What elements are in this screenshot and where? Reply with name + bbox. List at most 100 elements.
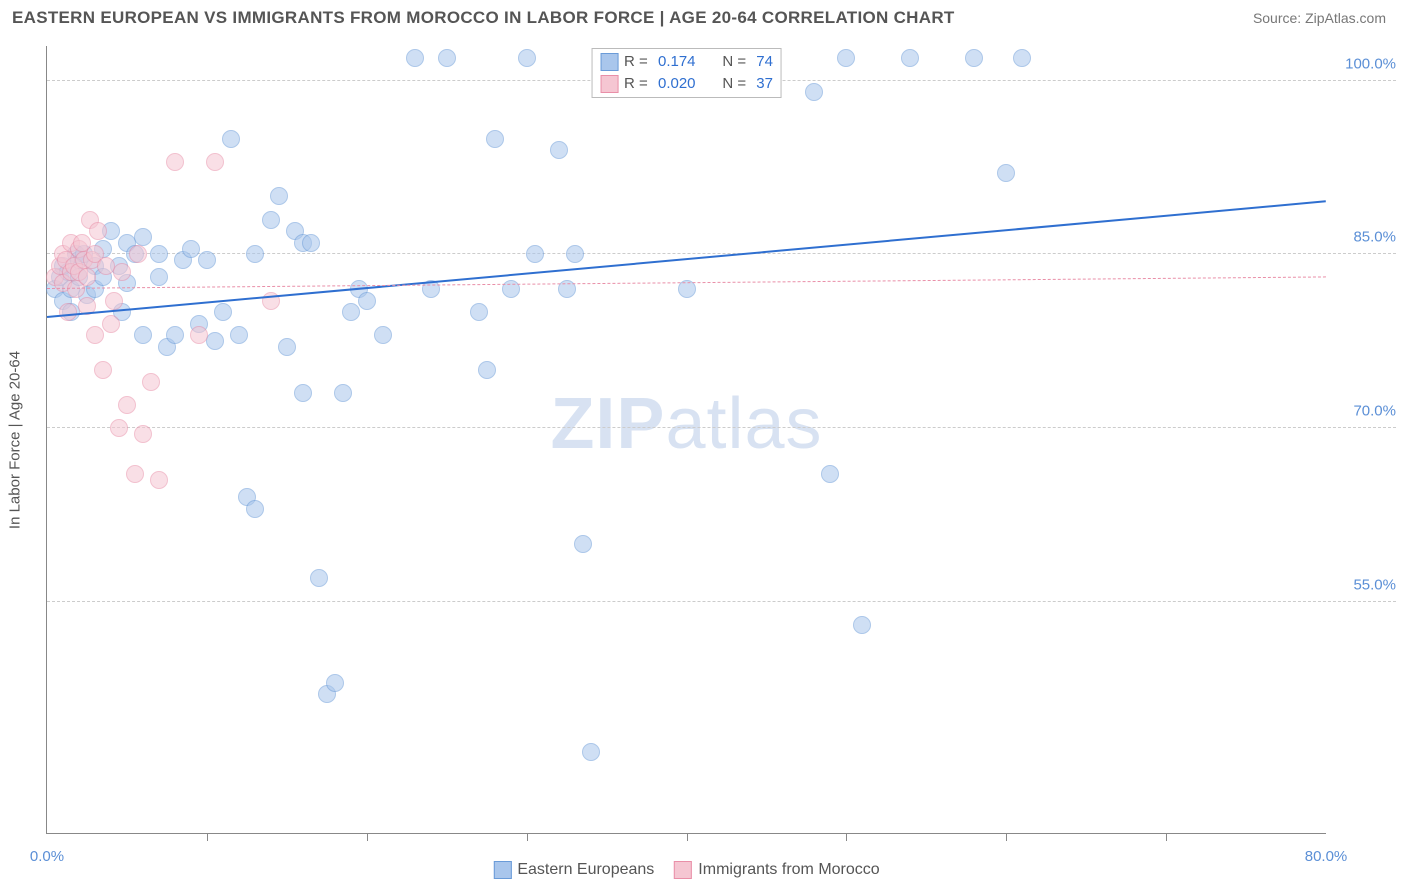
x-tick [367, 833, 368, 841]
data-point [821, 465, 839, 483]
data-point [901, 49, 919, 67]
data-point [94, 361, 112, 379]
trend-line [47, 200, 1326, 318]
data-point [438, 49, 456, 67]
data-point [302, 234, 320, 252]
data-point [89, 222, 107, 240]
data-point [214, 303, 232, 321]
data-point [294, 384, 312, 402]
y-tick-label: 70.0% [1336, 402, 1396, 419]
data-point [129, 245, 147, 263]
data-point [150, 268, 168, 286]
x-tick [1006, 833, 1007, 841]
legend-swatch [600, 75, 618, 93]
data-point [853, 616, 871, 634]
legend-label: Immigrants from Morocco [698, 861, 879, 879]
data-point [470, 303, 488, 321]
data-point [134, 326, 152, 344]
legend-swatch [600, 53, 618, 71]
y-axis-title: In Labor Force | Age 20-64 [7, 350, 24, 528]
data-point [502, 280, 520, 298]
data-point [166, 326, 184, 344]
data-point [965, 49, 983, 67]
data-point [134, 228, 152, 246]
y-tick-label: 55.0% [1336, 576, 1396, 593]
data-point [102, 315, 120, 333]
data-point [190, 326, 208, 344]
data-point [134, 425, 152, 443]
data-point [358, 292, 376, 310]
legend-n-label: N = [714, 73, 750, 95]
data-point [105, 292, 123, 310]
data-point [142, 373, 160, 391]
data-point [334, 384, 352, 402]
data-point [406, 49, 424, 67]
data-point [230, 326, 248, 344]
data-point [126, 465, 144, 483]
data-point [486, 130, 504, 148]
data-point [550, 141, 568, 159]
data-point [198, 251, 216, 269]
legend-row: R = 0.020 N = 37 [600, 73, 773, 95]
data-point [206, 153, 224, 171]
data-point [113, 263, 131, 281]
data-point [86, 326, 104, 344]
legend-item: Eastern Europeans [493, 861, 654, 879]
data-point [278, 338, 296, 356]
legend-r-label: R = [624, 51, 652, 73]
legend-r-label: R = [624, 73, 652, 95]
data-point [566, 245, 584, 263]
x-tick-label: 80.0% [1305, 848, 1348, 865]
data-point [166, 153, 184, 171]
data-point [246, 500, 264, 518]
legend-n-value: 74 [756, 51, 773, 73]
data-point [478, 361, 496, 379]
header: EASTERN EUROPEAN VS IMMIGRANTS FROM MORO… [0, 0, 1406, 32]
legend-n-value: 37 [756, 73, 773, 95]
x-tick [207, 833, 208, 841]
y-tick-label: 100.0% [1336, 55, 1396, 72]
legend-label: Eastern Europeans [517, 861, 654, 879]
legend-n-label: N = [714, 51, 750, 73]
data-point [78, 268, 96, 286]
chart-title: EASTERN EUROPEAN VS IMMIGRANTS FROM MORO… [12, 8, 955, 28]
data-point [206, 332, 224, 350]
x-tick [527, 833, 528, 841]
data-point [262, 211, 280, 229]
x-tick [687, 833, 688, 841]
data-point [342, 303, 360, 321]
data-point [997, 164, 1015, 182]
data-point [222, 130, 240, 148]
legend-swatch [493, 861, 511, 879]
legend-swatch [674, 861, 692, 879]
x-tick-label: 0.0% [30, 848, 64, 865]
data-point [582, 743, 600, 761]
data-point [1013, 49, 1031, 67]
data-point [246, 245, 264, 263]
legend-r-value: 0.020 [658, 73, 708, 95]
x-tick [1166, 833, 1167, 841]
data-point [374, 326, 392, 344]
legend-row: R = 0.174 N = 74 [600, 51, 773, 73]
data-point [110, 419, 128, 437]
data-point [837, 49, 855, 67]
legend-item: Immigrants from Morocco [674, 861, 879, 879]
data-point [526, 245, 544, 263]
source-label: Source: ZipAtlas.com [1253, 10, 1386, 26]
data-point [118, 396, 136, 414]
data-point [182, 240, 200, 258]
data-point [150, 245, 168, 263]
correlation-legend: R = 0.174 N = 74R = 0.020 N = 37 [591, 48, 782, 98]
watermark: ZIPatlas [550, 383, 822, 465]
gridline-h [47, 427, 1396, 428]
series-legend: Eastern Europeans Immigrants from Morocco [493, 861, 879, 879]
x-tick [846, 833, 847, 841]
data-point [574, 535, 592, 553]
y-tick-label: 85.0% [1336, 229, 1396, 246]
data-point [59, 303, 77, 321]
chart-plot-area: In Labor Force | Age 20-64 ZIPatlas R = … [46, 46, 1326, 834]
legend-r-value: 0.174 [658, 51, 708, 73]
data-point [150, 471, 168, 489]
data-point [805, 83, 823, 101]
data-point [326, 674, 344, 692]
